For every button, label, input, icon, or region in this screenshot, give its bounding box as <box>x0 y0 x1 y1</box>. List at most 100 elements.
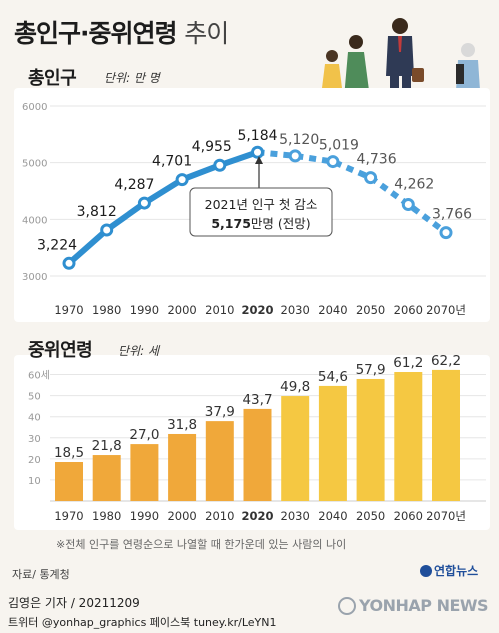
bar-x-tick-label: 2040 <box>318 509 347 523</box>
line-x-tick-label: 2030 <box>281 303 310 317</box>
bar-x-tick-label: 2020 <box>241 509 273 523</box>
line-x-tick-label: 2020 <box>241 303 273 317</box>
line-x-tick-label: 2000 <box>167 303 196 317</box>
line-point <box>326 155 340 169</box>
bar-y-tick-label: 30 <box>28 434 41 445</box>
line-x-tick-label: 1980 <box>92 303 121 317</box>
bar-value-label: 54,6 <box>318 369 348 385</box>
bar-value-label: 18,5 <box>54 445 84 461</box>
bar-value-label: 49,8 <box>280 379 310 395</box>
callout-value: 5,175 <box>211 216 251 231</box>
line-value-label: 3,766 <box>432 207 472 223</box>
line-value-label: 5,184 <box>237 128 277 144</box>
line-x-tick-label: 1970 <box>54 303 83 317</box>
line-point <box>439 226 453 240</box>
bar <box>281 396 310 501</box>
bar-value-label: 21,8 <box>92 438 122 454</box>
bar <box>205 421 234 501</box>
line-value-label: 4,262 <box>394 176 434 192</box>
line-value-label: 4,736 <box>357 152 397 168</box>
median-age-unit-label: 단위: 세 <box>118 344 159 358</box>
line-point <box>401 197 415 211</box>
bar <box>318 385 347 501</box>
bar-value-label: 37,9 <box>205 404 235 420</box>
callout-rest: 만명 (전망) <box>251 216 311 231</box>
bar-y-tick-label: 20 <box>28 455 41 466</box>
bar <box>243 408 272 501</box>
bar <box>55 462 83 501</box>
line-x-tick-label: 1990 <box>130 303 159 317</box>
bar-y-tick-label: 10 <box>28 476 41 487</box>
line-value-label: 3,224 <box>37 237 77 253</box>
median-age-section-title: 중위연령 <box>28 340 93 361</box>
footnote: ※전체 인구를 연령순으로 나열할 때 한가운데 있는 사람의 나이 <box>56 538 347 551</box>
yonhap-logo-icon <box>420 565 432 577</box>
page-title: 총인구·중위연령 추이 <box>14 14 229 50</box>
yonhap-watermark: YONHAP NEWS <box>338 596 489 615</box>
line-value-label: 4,701 <box>152 154 192 170</box>
bar-y-tick-label: 60세 <box>28 370 50 382</box>
bar <box>356 378 385 501</box>
callout-box <box>189 187 333 237</box>
yonhap-logo-text: 연합뉴스 <box>434 564 479 578</box>
bar-x-tick-label: 2060 <box>394 509 423 523</box>
bar-value-label: 27,0 <box>129 427 159 443</box>
bar <box>168 433 197 501</box>
line-y-tick-label: 5000 <box>22 159 47 170</box>
bar-value-label: 61,2 <box>393 355 423 371</box>
bar-x-tick-label: 2010 <box>205 509 234 523</box>
social-links: 트위터 @yonhap_graphics 페이스북 tuney.kr/LeYN1 <box>8 616 277 629</box>
population-actual-line <box>66 149 261 267</box>
bar-x-tick-label: 2070년 <box>426 509 466 523</box>
bar-value-label: 31,8 <box>167 417 197 433</box>
watermark-text: YONHAP NEWS <box>359 596 489 615</box>
population-line-chart: 3000 4000 5000 6000 3,224 3,812 4,287 4,7014,9… <box>22 102 486 317</box>
bar-x-tick-label: 2030 <box>281 509 310 523</box>
page-title-main: 총인구·중위연령 <box>14 19 177 48</box>
bar-x-tick-label: 1980 <box>92 509 121 523</box>
line-point <box>288 149 302 163</box>
bar <box>432 369 460 501</box>
line-value-label: 3,812 <box>77 204 117 220</box>
bar-x-tick-label: 2050 <box>356 509 385 523</box>
watermark-icon <box>338 597 356 615</box>
callout-line2: 5,175만명 (전망) <box>211 216 310 231</box>
line-value-label: 4,287 <box>114 177 154 193</box>
line-point <box>175 173 189 187</box>
source-credit: 자료/ 통계청 <box>12 568 70 581</box>
bar-y-tick-label: 40 <box>28 413 41 424</box>
bar-x-tick-label: 1970 <box>54 509 83 523</box>
line-x-tick-label: 2070년 <box>426 303 466 317</box>
line-x-tick-label: 2060 <box>394 303 423 317</box>
line-point <box>213 158 227 172</box>
population-unit-label: 단위: 만 명 <box>104 71 160 85</box>
callout-arrow <box>255 156 263 164</box>
page-title-sub: 추이 <box>184 19 229 48</box>
bar <box>92 455 121 501</box>
line-y-tick-label: 3000 <box>22 272 47 283</box>
bar-value-label: 43,7 <box>242 392 272 408</box>
callout-line1: 2021년 인구 첫 감소 <box>205 197 318 212</box>
line-x-tick-label: 2010 <box>205 303 234 317</box>
line-point <box>137 196 151 210</box>
line-point <box>251 145 264 159</box>
bar-value-label: 62,2 <box>431 355 461 369</box>
line-point <box>100 223 114 237</box>
line-y-tick-label: 4000 <box>22 215 47 226</box>
line-point <box>364 171 378 185</box>
bar-y-tick-label: 50 <box>28 392 41 403</box>
population-section-title: 총인구 <box>28 68 77 89</box>
line-x-tick-label: 2040 <box>318 303 347 317</box>
byline: 김영은 기자 / 20211209 <box>8 596 140 610</box>
line-x-tick-label: 2050 <box>356 303 385 317</box>
bar-value-label: 57,9 <box>356 362 386 378</box>
line-point <box>62 256 76 270</box>
bar-x-tick-label: 1990 <box>130 509 159 523</box>
yonhap-logo: 연합뉴스 <box>420 562 478 579</box>
line-value-label: 5,120 <box>279 132 319 148</box>
bar <box>394 372 423 501</box>
line-value-label: 5,019 <box>319 138 359 154</box>
line-value-label: 4,955 <box>192 139 232 155</box>
bar-x-tick-label: 2000 <box>167 509 196 523</box>
